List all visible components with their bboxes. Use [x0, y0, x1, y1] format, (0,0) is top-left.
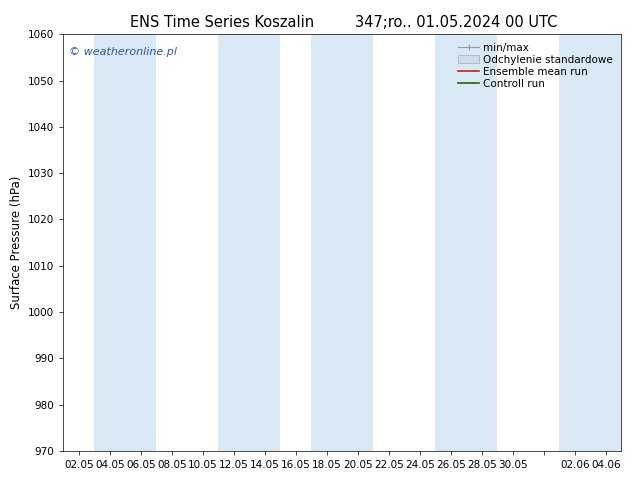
Bar [94, 34, 157, 451]
Bar [218, 34, 280, 451]
Bar [311, 34, 373, 451]
Y-axis label: Surface Pressure (hPa): Surface Pressure (hPa) [10, 176, 23, 309]
Text: © weatheronline.pl: © weatheronline.pl [69, 47, 177, 57]
Legend: min/max, Odchylenie standardowe, Ensemble mean run, Controll run: min/max, Odchylenie standardowe, Ensembl… [455, 40, 616, 92]
Bar [559, 34, 621, 451]
Bar [436, 34, 497, 451]
Text: ENS Time Series Koszalin: ENS Time Series Koszalin [130, 15, 314, 30]
Text: 347;ro.. 01.05.2024 00 UTC: 347;ro.. 01.05.2024 00 UTC [355, 15, 558, 30]
